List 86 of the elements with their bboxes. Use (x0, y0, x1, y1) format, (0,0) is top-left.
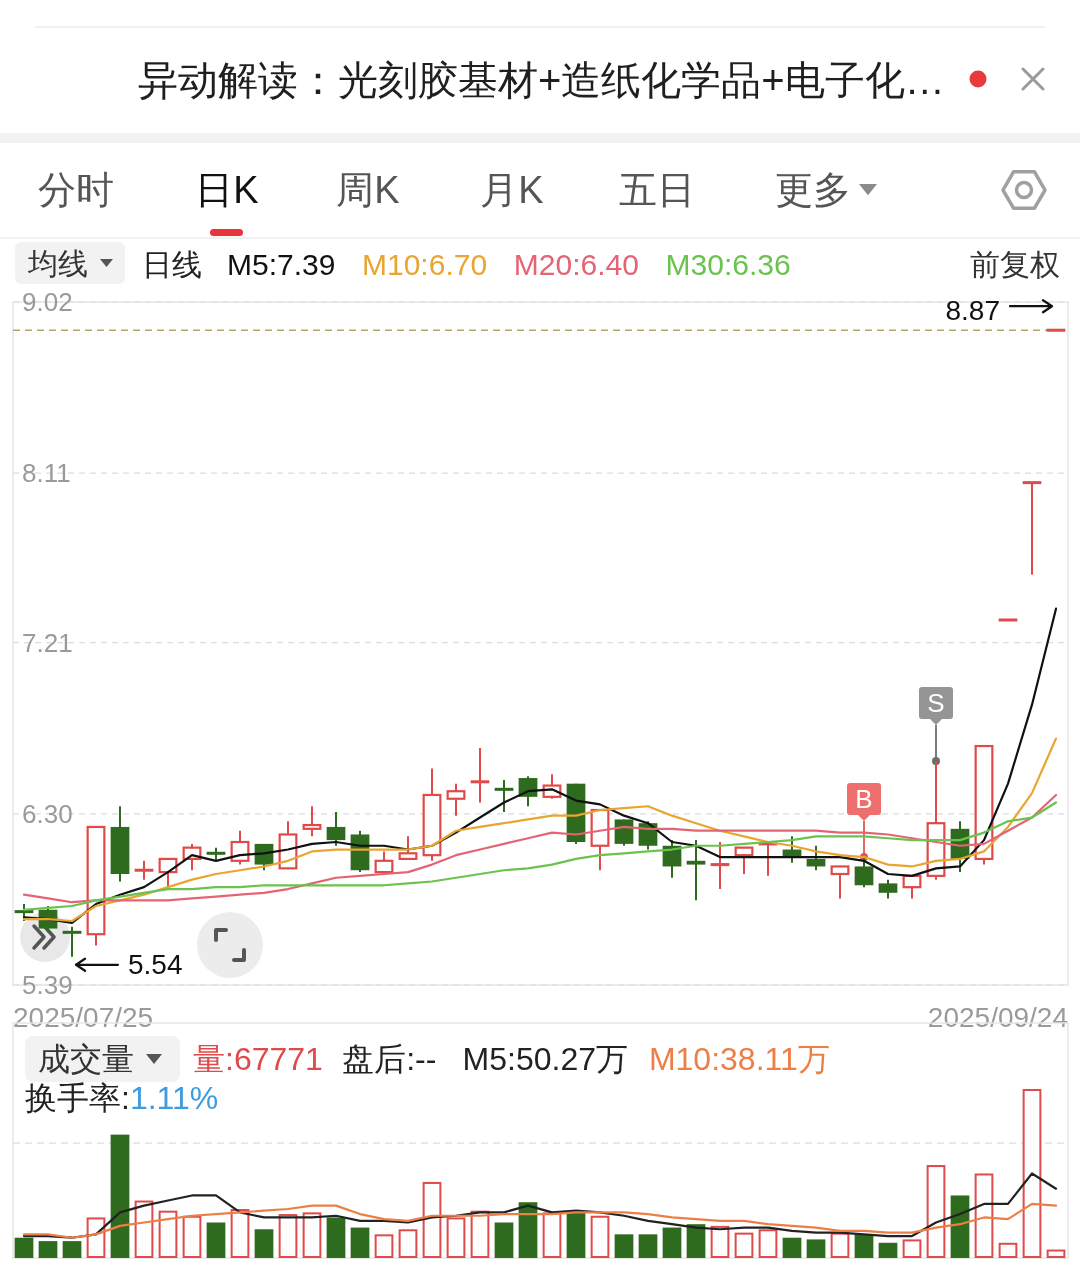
bar (278, 1214, 298, 1258)
bar (158, 1210, 178, 1258)
bar (566, 1212, 586, 1258)
text: M5:7.39 (227, 247, 336, 281)
bar (182, 1215, 202, 1258)
candlestick (398, 835, 418, 861)
text: M30:6.36 (665, 247, 791, 281)
candlestick (734, 846, 754, 875)
bar (254, 1229, 274, 1258)
bar (710, 1225, 730, 1258)
bar (998, 1242, 1018, 1258)
text: 更多 (775, 169, 851, 211)
bar (806, 1239, 826, 1258)
bar (398, 1229, 418, 1258)
chart-title: 异动解读：光刻胶基材+造纸化学品+电子化… (138, 58, 945, 102)
annotation: S (927, 688, 945, 719)
bar (1046, 1249, 1066, 1258)
bar (542, 1212, 562, 1258)
bar (14, 1237, 34, 1258)
candlestick (134, 859, 154, 881)
annotation: 换手率:1.11% (25, 1080, 219, 1116)
text: 成交量 (38, 1041, 134, 1077)
text: 量:67771 (193, 1041, 323, 1077)
bar (782, 1237, 802, 1258)
candlestick (710, 841, 730, 891)
bar (206, 1222, 226, 1258)
bar (446, 1217, 466, 1258)
bar (950, 1195, 970, 1258)
candlestick (878, 878, 898, 900)
text: 2025/09/24 (927, 1001, 1068, 1033)
annotation: B (855, 784, 873, 815)
text: 周K (336, 169, 400, 211)
bar (638, 1234, 658, 1258)
bar (854, 1234, 874, 1258)
candlestick (374, 850, 394, 874)
y-tick-label: 7.21 (22, 627, 73, 658)
bar (494, 1222, 514, 1258)
bar (734, 1232, 754, 1258)
candlestick (446, 782, 466, 817)
y-tick-label: 6.30 (22, 798, 73, 829)
bar (110, 1134, 130, 1258)
text: 月K (480, 169, 544, 211)
annotation: 8.87 (945, 294, 1000, 326)
candlestick (62, 925, 82, 958)
candlestick (470, 746, 490, 804)
text: 五日 (619, 169, 695, 211)
y-tick-label: 5.39 (22, 970, 73, 1000)
text: M20:6.40 (513, 247, 639, 281)
bar (374, 1234, 394, 1258)
y-tick-label: 9.02 (22, 287, 73, 317)
text: 前复权 (970, 247, 1060, 281)
text: 盘后:-- (342, 1041, 437, 1077)
bar (902, 1239, 922, 1258)
text: M10:6.70 (362, 247, 488, 281)
text: 日K (195, 169, 259, 211)
bar (614, 1234, 634, 1258)
text: 分时 (38, 169, 114, 211)
bar (326, 1217, 346, 1258)
candlestick (1022, 481, 1042, 576)
bar (974, 1173, 994, 1258)
bar (422, 1181, 442, 1258)
candlestick (302, 805, 322, 838)
text: M10:38.11万 (648, 1041, 830, 1077)
bar (350, 1227, 370, 1258)
bar (686, 1224, 706, 1258)
text: 均线 (27, 246, 88, 280)
bar (662, 1227, 682, 1258)
bar (878, 1242, 898, 1258)
y-tick-label: 8.11 (22, 458, 71, 489)
candlestick (686, 839, 706, 902)
bar (38, 1241, 58, 1258)
candlestick (830, 865, 850, 900)
candlestick (494, 778, 514, 813)
bar (230, 1208, 250, 1258)
bar (302, 1212, 322, 1258)
bar (590, 1215, 610, 1258)
text: 2025/07/25 (13, 1001, 154, 1033)
annotation: 5.54 (128, 949, 183, 981)
text: 日线 (142, 247, 202, 281)
candlestick (326, 810, 346, 847)
bar (830, 1232, 850, 1258)
bar (62, 1241, 82, 1258)
bar (1022, 1089, 1042, 1258)
bar (926, 1165, 946, 1258)
text: M5:50.27万 (462, 1041, 629, 1077)
bar (758, 1229, 778, 1258)
